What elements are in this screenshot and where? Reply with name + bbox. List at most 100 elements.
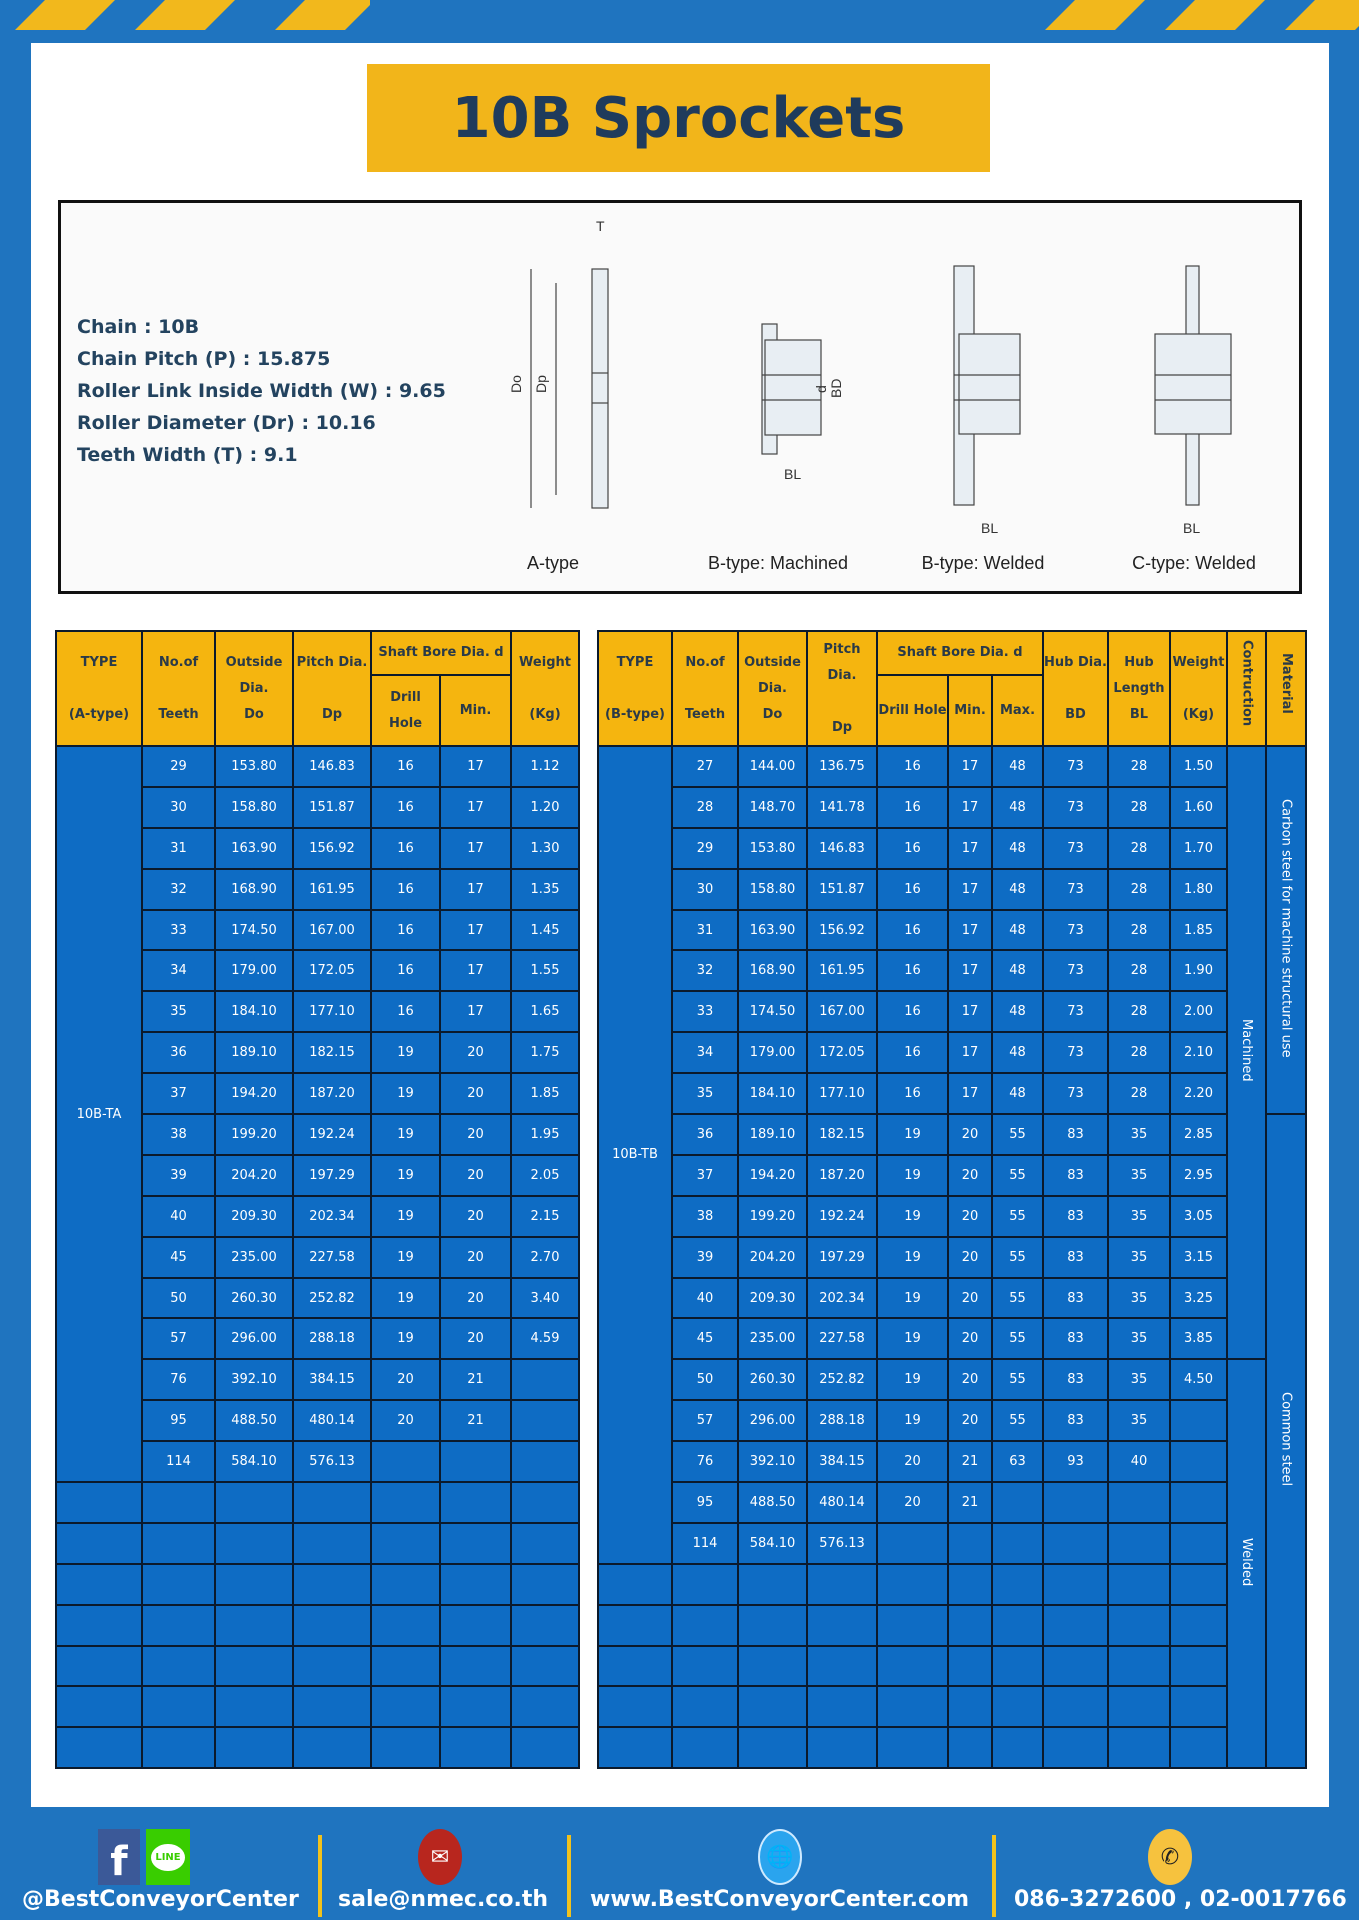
teeth-cell: 114 [141,1440,216,1484]
min-bore-cell: 21 [438,1358,513,1402]
min-bore-cell: 20 [947,1276,993,1320]
teeth-cell: 35 [671,1072,739,1116]
table-row: 32 168.90 161.95 16 17 1.35 [56,867,581,911]
drill-hole-cell: 20 [370,1358,441,1402]
weight-cell: 1.12 [510,745,581,788]
email-link[interactable]: sale@nmec.co.th [338,1887,548,1912]
hub-length-cell: 28 [1107,1072,1171,1116]
social-handle[interactable]: @BestConveyorCenter [22,1887,299,1912]
min-bore-cell: 21 [947,1440,993,1484]
min-bore-cell: 17 [947,785,993,829]
hub-dia-cell: 73 [1042,1031,1109,1075]
weight-cell [510,1562,581,1606]
table-row: 45 235.00 227.58 19 20 2.70 [56,1235,581,1279]
type-cell [597,1644,673,1688]
min-bore-cell: 17 [947,867,993,911]
outside-dia-cell: 260.30 [214,1276,294,1320]
weight-cell [510,1726,581,1770]
pitch-dia-cell: 288.18 [292,1317,372,1361]
weight-cell: 2.10 [1169,1031,1228,1075]
table-row: 50 260.30 252.82 19 20 3.40 [56,1276,581,1320]
teeth-cell: 35 [141,990,216,1034]
teeth-cell: 40 [141,1194,216,1238]
drill-hole-cell: 19 [876,1399,949,1443]
table-row: 76 392.10 384.15 20 21 63 93 40 [598,1440,1306,1484]
teeth-cell: 50 [671,1358,739,1402]
teeth-cell: 34 [671,1031,739,1075]
header-shaft-bore: Shaft Bore Dia. d [876,630,1044,676]
outside-dia-cell: 144.00 [737,745,808,788]
header-pitch-dia: Pitch Dia. Dp [292,630,372,747]
max-bore-cell: 48 [991,867,1044,911]
pitch-dia-cell [292,1481,372,1524]
min-bore-cell: 20 [438,1072,513,1116]
outside-dia-cell: 158.80 [214,785,294,829]
teeth-cell [671,1603,739,1647]
min-bore-cell: 20 [438,1194,513,1238]
table-row: 57 296.00 288.18 19 20 55 83 35 [598,1399,1306,1443]
drill-hole-cell: 19 [370,1276,441,1320]
drill-hole-cell: 20 [876,1440,949,1484]
type-cell [597,1562,673,1606]
max-bore-cell: 55 [991,1194,1044,1238]
phone-numbers[interactable]: 086-3272600 , 02-0017766 [1014,1887,1347,1912]
weight-cell: 1.65 [510,990,581,1034]
top-stripes-right [1020,0,1359,30]
outside-dia-cell [737,1562,808,1606]
min-bore-cell [438,1644,513,1688]
weight-cell: 3.05 [1169,1194,1228,1238]
table-row: 28 148.70 141.78 16 17 48 73 28 1.60 [598,785,1306,829]
pitch-dia-cell: 151.87 [292,785,372,829]
teeth-cell: 57 [141,1317,216,1361]
hub-length-cell [1107,1603,1171,1647]
teeth-cell: 32 [671,949,739,993]
table-row: 76 392.10 384.15 20 21 [56,1358,581,1402]
min-bore-cell: 17 [947,908,993,952]
outside-dia-cell [214,1521,294,1565]
drill-hole-cell: 16 [876,867,949,911]
outside-dia-cell: 148.70 [737,785,808,829]
drill-hole-cell: 19 [370,1031,441,1075]
hub-dia-cell: 83 [1042,1194,1109,1238]
min-bore-cell: 17 [438,990,513,1034]
drill-hole-cell [876,1685,949,1729]
type-cell [55,1521,143,1565]
pitch-dia-cell: 146.83 [292,745,372,788]
min-bore-cell: 20 [947,1399,993,1443]
min-bore-cell [438,1440,513,1484]
hub-length-cell: 35 [1107,1235,1171,1279]
teeth-cell: 36 [671,1113,739,1156]
weight-cell [1169,1726,1228,1770]
hub-length-cell: 28 [1107,785,1171,829]
facebook-icon[interactable]: f [98,1829,140,1885]
min-bore-cell [438,1603,513,1647]
drill-hole-cell: 19 [876,1317,949,1361]
outside-dia-cell: 174.50 [214,908,294,952]
outside-dia-cell: 194.20 [737,1153,808,1197]
teeth-cell: 31 [141,826,216,870]
drill-hole-cell [370,1644,441,1688]
min-bore-cell: 20 [438,1235,513,1279]
teeth-cell: 45 [671,1317,739,1361]
outside-dia-cell: 179.00 [214,949,294,993]
dim-do: Do [508,375,524,393]
line-icon[interactable]: LINE [146,1829,190,1885]
sprocket-diagram: Chain : 10B Chain Pitch (P) : 15.875 Rol… [58,200,1302,594]
table-row: 39 204.20 197.29 19 20 55 83 35 3.15 [598,1235,1306,1279]
weight-cell: 2.95 [1169,1153,1228,1197]
weight-cell [510,1644,581,1688]
min-bore-cell [438,1562,513,1606]
teeth-cell: 29 [141,745,216,788]
min-bore-cell: 17 [947,949,993,993]
website-link[interactable]: www.BestConveyorCenter.com [590,1887,970,1912]
drill-hole-cell [876,1644,949,1688]
table-row [55,1481,581,1524]
pitch-dia-cell: 177.10 [806,1072,878,1116]
drill-hole-cell: 16 [370,785,441,829]
outside-dia-cell [737,1644,808,1688]
pitch-dia-cell: 167.00 [292,908,372,952]
min-bore-cell: 20 [947,1235,993,1279]
b-machined-drawing: BL BD d [761,323,844,482]
min-bore-cell: 17 [438,826,513,870]
hub-dia-cell: 73 [1042,785,1109,829]
